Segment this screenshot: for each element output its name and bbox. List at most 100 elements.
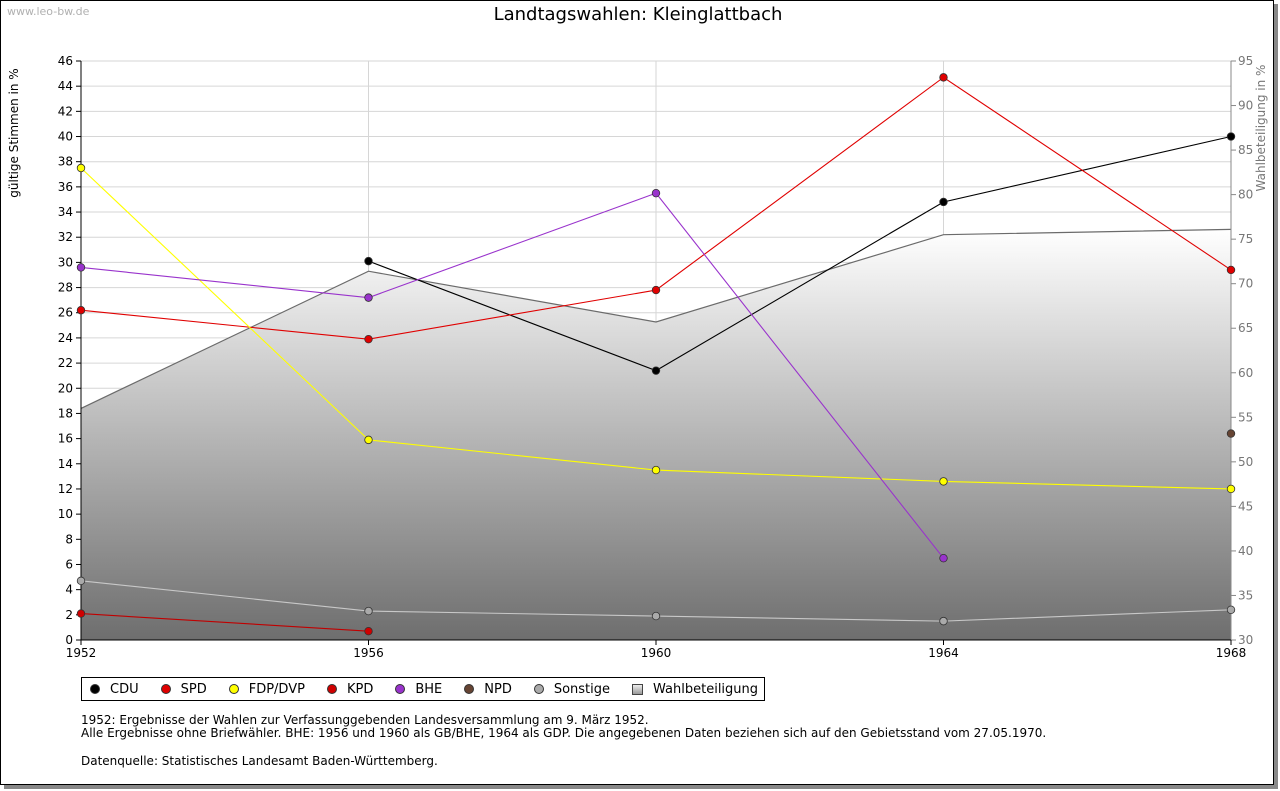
y2-tick-label-80: 80	[1238, 188, 1253, 202]
legend-label-spd: SPD	[180, 681, 207, 697]
y-tick-label-16: 16	[58, 432, 73, 446]
legend: CDU SPD FDP/DVP KPD BHE NPD Sonstige Wahlbeteil…	[81, 677, 766, 701]
legend-label-cdu: CDU	[110, 681, 139, 697]
note-line-2: Alle Ergebnisse ohne Briefwähler. BHE: 1…	[81, 726, 1047, 740]
legend-marker-kpd	[326, 684, 337, 694]
legend-marker-wahlbeteiligung	[632, 683, 644, 695]
y2-tick-label-95: 95	[1238, 54, 1253, 68]
y-tick-label-0: 0	[65, 633, 73, 647]
marker-bhe-1952	[76, 263, 86, 272]
y2-tick-label-55: 55	[1238, 410, 1253, 424]
y-tick-label-26: 26	[58, 306, 73, 320]
marker-sonstige-1968	[1226, 605, 1236, 614]
legend-marker-npd	[464, 684, 475, 694]
y-tick-label-14: 14	[58, 457, 73, 471]
watermark: www.leo-bw.de	[7, 5, 90, 18]
marker-fdp-dvp-1956	[364, 435, 373, 445]
series-line-cdu	[368, 135, 1232, 372]
x-tick-label-1956: 1956	[353, 646, 384, 660]
y-tick-label-8: 8	[65, 532, 73, 546]
legend-marker-sonstige	[533, 684, 544, 694]
marker-cdu-1960	[651, 366, 661, 375]
y-tick-label-18: 18	[58, 406, 73, 420]
marker-bhe-1956	[364, 293, 373, 302]
legend-item-cdu: CDU	[90, 682, 139, 697]
marker-sonstige-1956	[364, 606, 373, 616]
y-tick-label-12: 12	[58, 482, 73, 496]
data-source: Datenquelle: Statistisches Landesamt Bad…	[81, 754, 438, 768]
legend-item-spd: SPD	[160, 681, 207, 697]
y2-tick-label-50: 50	[1238, 455, 1253, 469]
y-tick-label-42: 42	[58, 104, 73, 118]
y-tick-label-28: 28	[58, 281, 73, 295]
y-tick-label-4: 4	[65, 583, 73, 597]
y-tick-label-6: 6	[65, 557, 73, 571]
y-tick-label-10: 10	[58, 507, 73, 521]
y-tick-label-20: 20	[58, 381, 73, 395]
y2-tick-label-75: 75	[1238, 232, 1253, 246]
x-tick-label-1952: 1952	[66, 646, 97, 660]
y-tick-label-22: 22	[58, 356, 73, 370]
y2-tick-label-90: 90	[1238, 99, 1253, 113]
y-axis-left-label: gültige Stimmen in %	[7, 68, 21, 198]
y-axis-right-label: Wahlbeteiligung in %	[1254, 64, 1268, 192]
marker-spd-1964	[939, 73, 948, 82]
area-wahlbeteiligung	[81, 229, 1231, 640]
y2-tick-label-85: 85	[1238, 143, 1253, 157]
x-tick-label-1960: 1960	[641, 646, 672, 660]
marker-sonstige-1952	[76, 576, 86, 586]
y2-tick-label-70: 70	[1238, 277, 1253, 291]
area-wahlbeteiligung-line	[80, 228, 1232, 409]
marker-sonstige-1960	[651, 611, 661, 621]
y-tick-label-46: 46	[58, 54, 73, 68]
marker-kpd-1956	[364, 626, 373, 636]
x-tick-label-1968: 1968	[1216, 646, 1247, 660]
legend-label-fdp-dvp: FDP/DVP	[248, 681, 305, 697]
legend-item-npd: NPD	[464, 682, 512, 697]
marker-kpd-1952	[76, 609, 86, 618]
y-tick-label-24: 24	[58, 331, 73, 345]
y2-tick-label-45: 45	[1238, 499, 1253, 513]
y2-tick-label-65: 65	[1238, 321, 1253, 335]
y-tick-label-36: 36	[58, 180, 73, 194]
y2-tick-label-35: 35	[1238, 588, 1253, 602]
legend-item-sonstige: Sonstige	[533, 681, 611, 697]
legend-item-fdp-dvp: FDP/DVP	[228, 681, 305, 697]
legend-label-kpd: KPD	[346, 681, 374, 697]
marker-fdp-dvp-1952	[76, 163, 86, 173]
legend-label-sonstige: Sonstige	[553, 681, 611, 697]
marker-spd-1952	[76, 306, 86, 315]
legend-label-bhe: BHE	[415, 681, 443, 697]
legend-label-npd: NPD	[484, 681, 512, 697]
marker-bhe-1960	[651, 188, 661, 198]
marker-fdp-dvp-1960	[651, 465, 661, 475]
y-tick-label-44: 44	[58, 79, 73, 93]
chart-notes: 1952: Ergebnisse der Wahlen zur Verfassu…	[81, 714, 1046, 740]
marker-sonstige-1964	[939, 616, 948, 626]
series-line-bhe	[80, 192, 944, 559]
marker-bhe-1964	[939, 553, 948, 563]
legend-marker-spd	[160, 684, 171, 694]
marker-spd-1968	[1226, 265, 1236, 275]
y-tick-label-2: 2	[65, 608, 73, 622]
marker-spd-1960	[651, 285, 661, 295]
marker-spd-1956	[364, 334, 373, 344]
legend-item-bhe: BHE	[395, 682, 442, 697]
x-tick-label-1964: 1964	[928, 646, 959, 660]
marker-fdp-dvp-1964	[939, 477, 948, 486]
chart-title: Landtagswahlen: Kleinglattbach	[493, 4, 783, 25]
y-tick-label-34: 34	[58, 205, 73, 219]
y-tick-label-30: 30	[58, 255, 73, 269]
y-tick-label-32: 32	[58, 230, 73, 244]
marker-npd-1968	[1226, 429, 1236, 438]
marker-cdu-1956	[364, 256, 373, 266]
y2-tick-label-60: 60	[1238, 366, 1253, 380]
y2-tick-label-40: 40	[1238, 544, 1253, 558]
y-tick-label-40: 40	[58, 130, 73, 144]
legend-marker-cdu	[90, 684, 100, 694]
legend-item-wahlbeteiligung: Wahlbeteiligung	[632, 682, 758, 697]
marker-fdp-dvp-1968	[1226, 484, 1236, 494]
y-tick-label-38: 38	[58, 155, 73, 169]
